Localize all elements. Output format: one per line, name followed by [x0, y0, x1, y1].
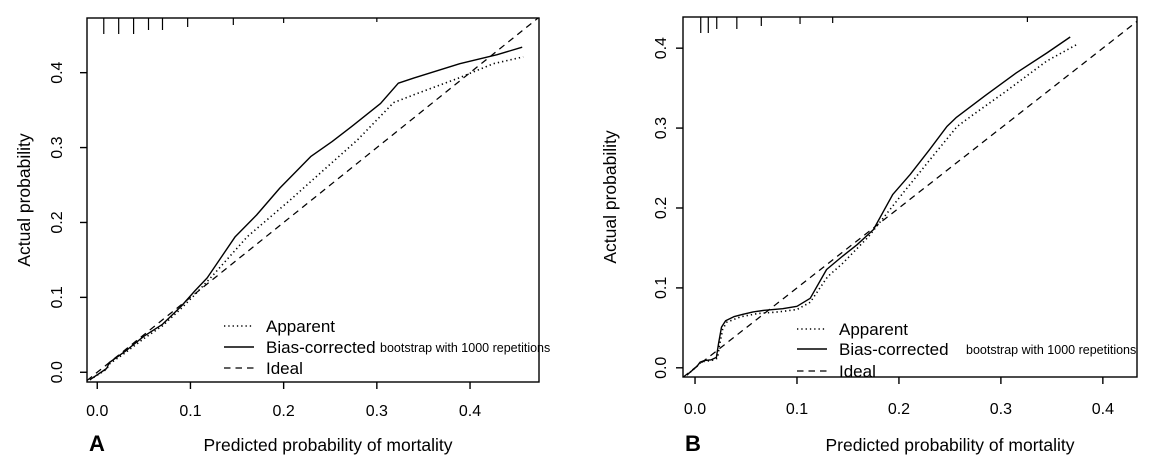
legend-label-a: Apparent — [266, 317, 335, 336]
y-tick-label-a: 0.3 — [49, 136, 66, 158]
y-tick-label-b: 0.2 — [653, 197, 670, 219]
y-axis-title-b: Actual probability — [600, 130, 620, 264]
x-tick-label-a: 0.4 — [459, 403, 481, 420]
x-tick-label-b: 0.3 — [990, 401, 1012, 418]
x-tick-label-a: 0.3 — [366, 403, 388, 420]
y-tick-label-b: 0.1 — [653, 277, 670, 299]
x-tick-label-b: 0.2 — [888, 401, 910, 418]
plot-box-b — [682, 16, 1138, 378]
x-tick-label-a: 0.2 — [273, 403, 295, 420]
x-tick-label-b: 0.0 — [684, 401, 706, 418]
ideal-line-a — [86, 17, 539, 381]
ideal-line-b — [682, 20, 1138, 378]
y-tick-label-b: 0.4 — [653, 37, 670, 59]
x-axis-title-a: Predicted probability of mortality — [204, 435, 453, 455]
legend-label-b: Bias-corrected — [839, 340, 949, 359]
y-tick-label-a: 0.2 — [49, 211, 66, 233]
bias-corrected-line-b — [686, 36, 1071, 376]
y-axis-title-a: Actual probability — [14, 133, 34, 267]
legend-label-a: Ideal — [266, 359, 303, 378]
y-tick-label-b: 0.0 — [653, 357, 670, 379]
y-tick-label-a: 0.4 — [49, 61, 66, 83]
legend-label-b: Apparent — [839, 320, 908, 339]
plot-box-a — [86, 17, 540, 383]
x-tick-label-a: 0.0 — [86, 403, 108, 420]
y-tick-label-a: 0.1 — [49, 286, 66, 308]
y-tick-label-b: 0.3 — [653, 117, 670, 139]
legend-label-b: Ideal — [839, 362, 876, 381]
x-tick-label-b: 0.1 — [786, 401, 808, 418]
legend-note-b: bootstrap with 1000 repetitions — [966, 343, 1136, 357]
bias-corrected-line-a — [89, 46, 523, 381]
legend-note-a: bootstrap with 1000 repetitions — [380, 341, 550, 355]
x-axis-title-b: Predicted probability of mortality — [826, 435, 1075, 455]
legend-label-a: Bias-corrected — [266, 338, 376, 357]
x-tick-label-a: 0.1 — [179, 403, 201, 420]
panel-letter-a: A — [89, 431, 105, 456]
x-tick-label-b: 0.4 — [1092, 401, 1114, 418]
y-tick-label-a: 0.0 — [49, 361, 66, 383]
panel-letter-b: B — [685, 431, 701, 456]
